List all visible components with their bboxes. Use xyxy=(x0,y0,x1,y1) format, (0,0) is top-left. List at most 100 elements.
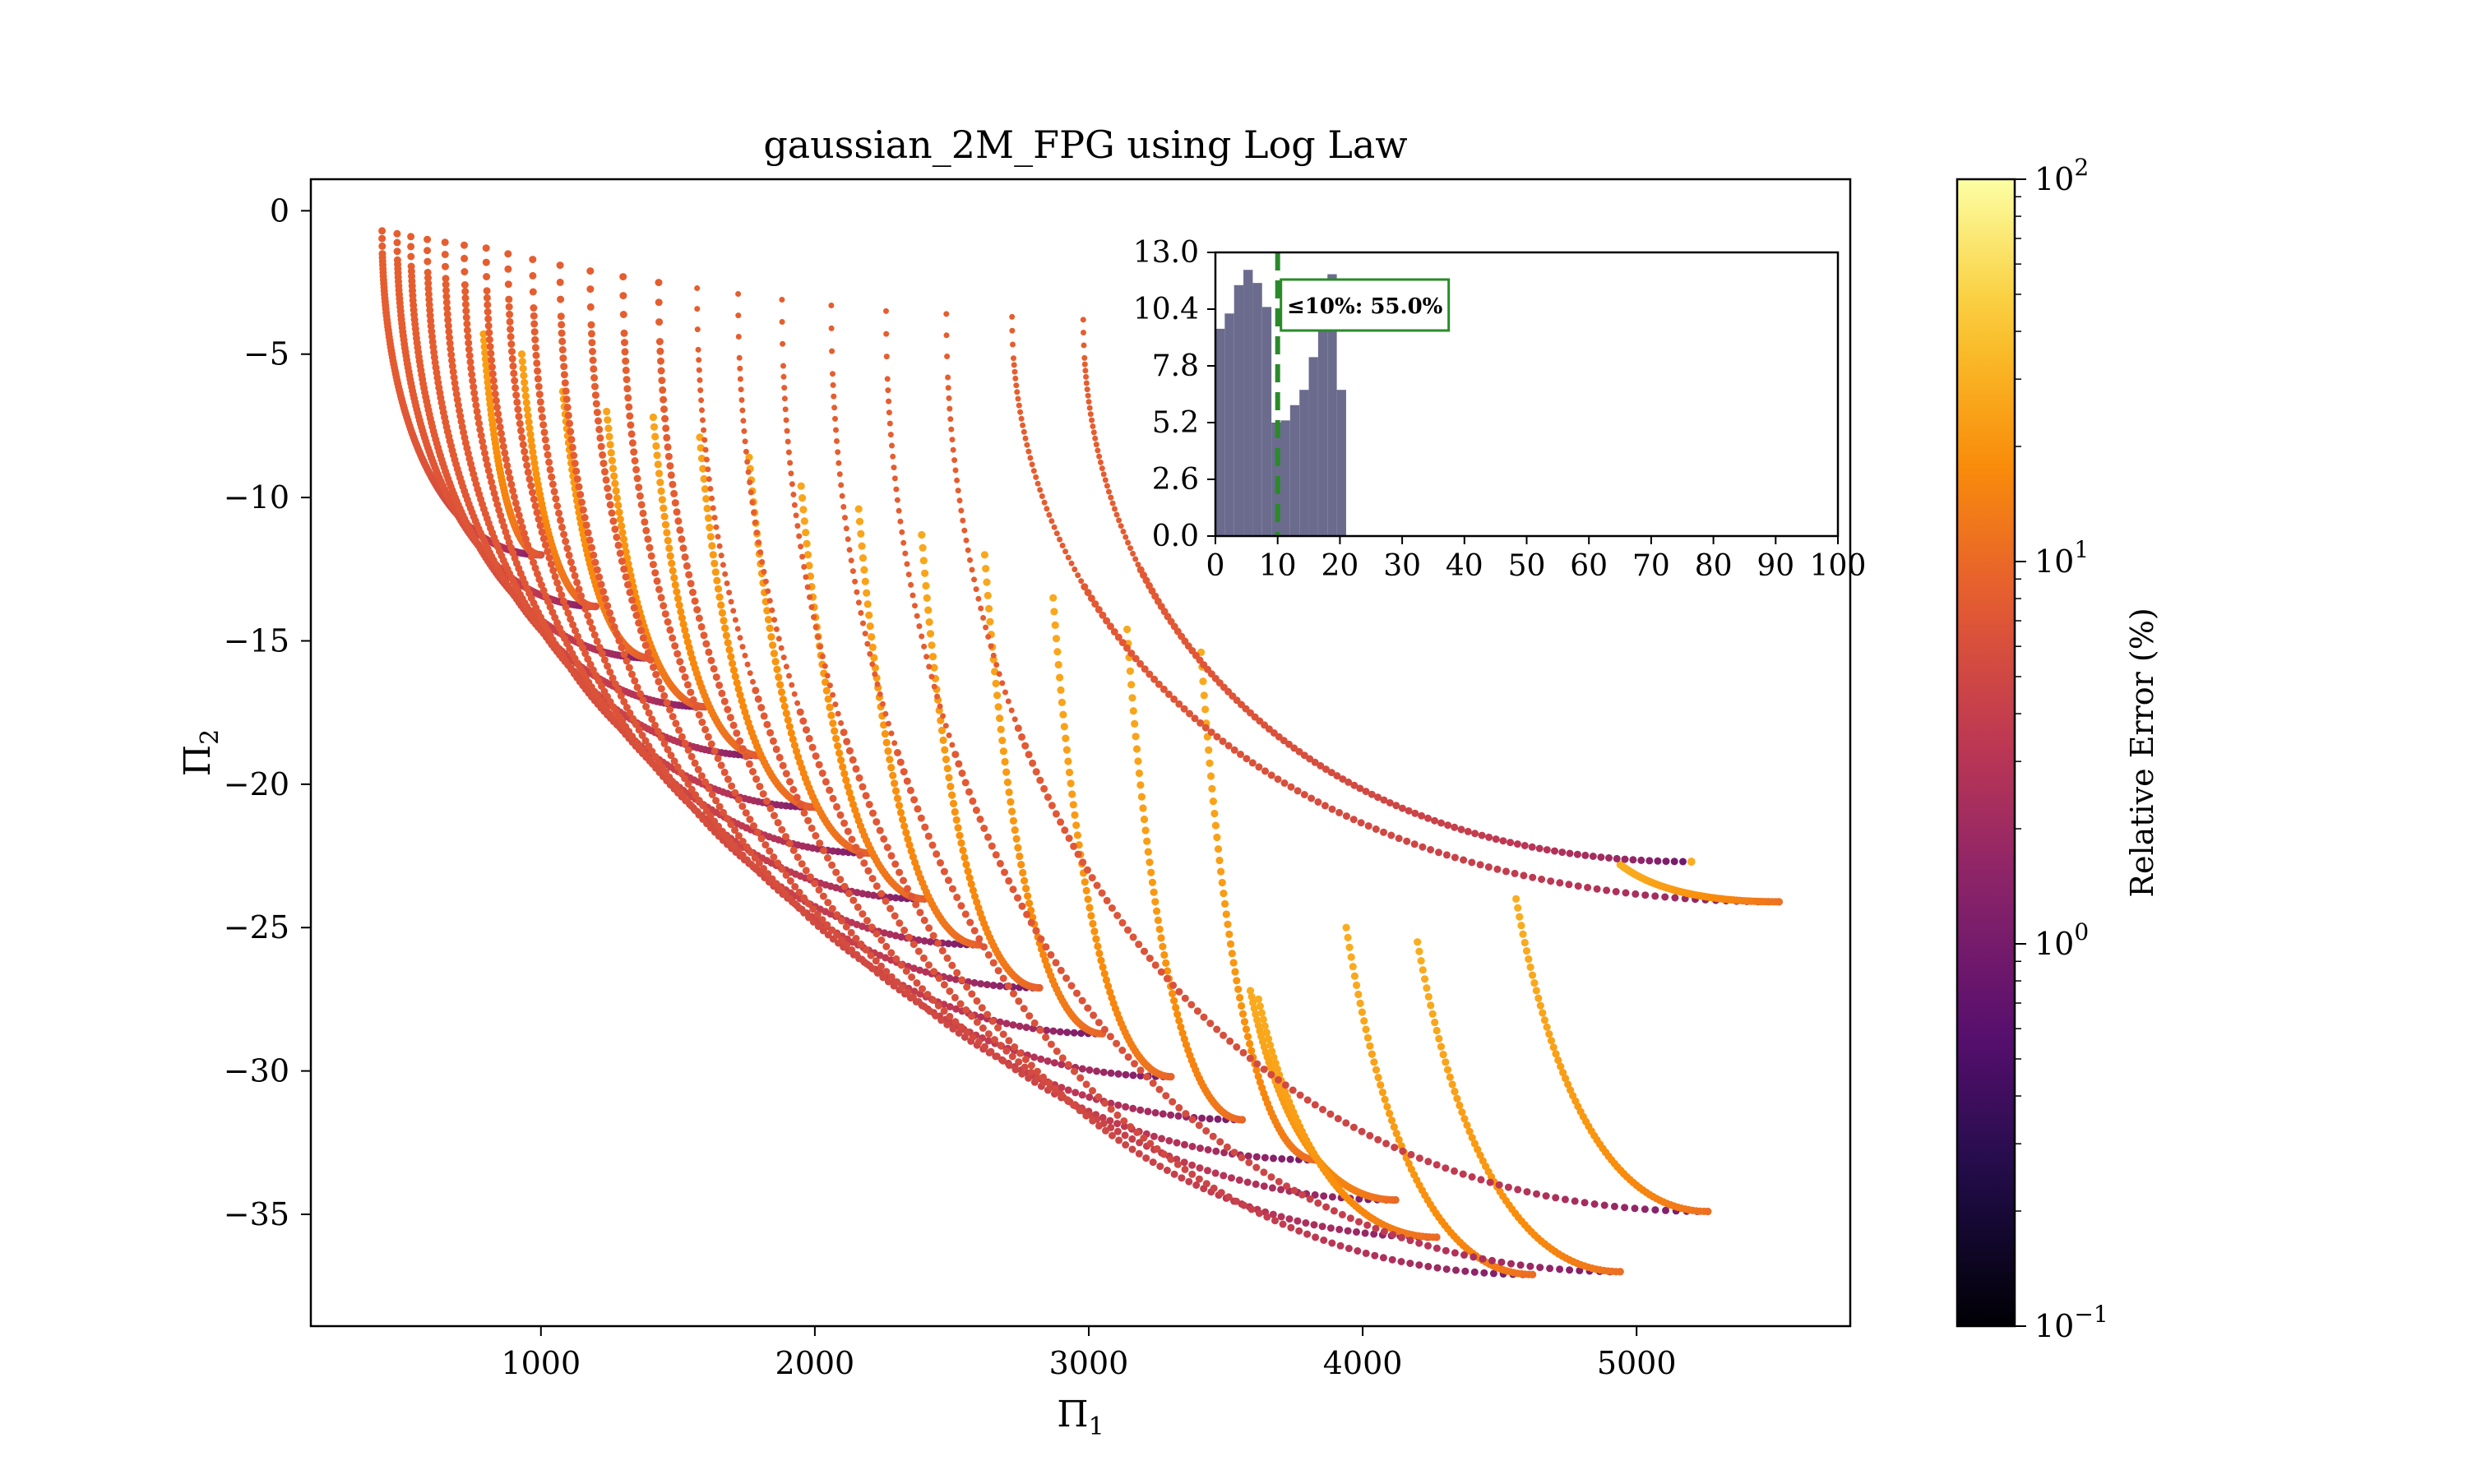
curve-point xyxy=(470,383,478,391)
curve-point xyxy=(604,602,612,610)
curve-point xyxy=(1003,778,1011,787)
curve-point xyxy=(928,641,936,650)
curve-point xyxy=(1009,327,1016,334)
curve-point xyxy=(1136,1066,1145,1075)
curve-point xyxy=(1186,710,1193,718)
curve-point xyxy=(1070,1101,1078,1109)
curve-point xyxy=(1215,856,1224,865)
curve-point xyxy=(704,514,713,522)
curve-point xyxy=(516,419,524,428)
curve-point xyxy=(755,859,763,867)
curve-point xyxy=(1603,886,1611,895)
curve-point xyxy=(859,554,868,562)
curve-point xyxy=(1154,916,1162,924)
curve-9 xyxy=(529,256,984,949)
curve-point xyxy=(1011,716,1018,723)
curve-point xyxy=(1019,868,1027,877)
curve-point xyxy=(1058,1054,1067,1062)
curve-point xyxy=(1078,1091,1086,1099)
curve-point xyxy=(819,892,827,900)
curve-point xyxy=(1428,1010,1437,1018)
curve-point xyxy=(891,779,899,788)
curve-point xyxy=(1155,680,1163,688)
curve-point xyxy=(1095,1121,1103,1130)
inset-y-tick-label: 5.2 xyxy=(1152,406,1199,440)
curve-point xyxy=(619,273,627,281)
inset-x-tick-label: 100 xyxy=(1810,549,1867,583)
curve-point xyxy=(683,632,691,640)
curve-point xyxy=(575,483,583,491)
curve-point xyxy=(1581,1199,1589,1207)
curve-point xyxy=(647,552,655,560)
curve-point xyxy=(1374,1074,1382,1082)
curve-point xyxy=(1242,1025,1251,1033)
curve-point xyxy=(752,687,760,695)
curve-point xyxy=(803,574,809,580)
curve-point xyxy=(902,550,909,557)
curve-point xyxy=(730,608,737,614)
curve-point xyxy=(877,890,886,898)
curve-point xyxy=(1379,1254,1387,1262)
curve-point xyxy=(378,242,386,250)
curve-point xyxy=(705,784,713,793)
curve-point xyxy=(566,419,573,428)
curve-point xyxy=(967,880,975,888)
curve-point xyxy=(1142,1154,1150,1163)
curve-point xyxy=(937,726,947,735)
curve-point xyxy=(1014,844,1022,852)
curve-point xyxy=(1327,769,1335,777)
curve-point xyxy=(822,678,830,687)
curve-point xyxy=(1167,1155,1175,1163)
curve-point xyxy=(548,473,556,481)
curve-point xyxy=(803,551,812,559)
curve-point xyxy=(831,727,839,735)
curve-point xyxy=(980,825,988,832)
curve-point xyxy=(623,657,631,665)
curve-point xyxy=(660,512,669,520)
curve-point xyxy=(1089,1116,1097,1125)
curve-point xyxy=(1053,530,1060,537)
curve-point xyxy=(977,1013,985,1021)
curve-point xyxy=(1243,1178,1252,1186)
curve-point xyxy=(1020,1005,1028,1013)
curve-point xyxy=(1030,1053,1039,1061)
curve-point xyxy=(1237,751,1244,758)
curve-point xyxy=(823,921,831,929)
histogram-bar xyxy=(1336,390,1346,536)
curve-point xyxy=(885,720,891,727)
curve-point xyxy=(1511,869,1519,877)
curve-point xyxy=(1175,700,1183,708)
curve-point xyxy=(1534,994,1543,1002)
curve-point xyxy=(612,487,620,495)
y-tick-label: −10 xyxy=(224,479,289,515)
curve-point xyxy=(712,673,720,682)
curve-point xyxy=(946,732,952,738)
curve-point xyxy=(1172,1003,1180,1012)
curve-point xyxy=(775,673,783,682)
curve-point xyxy=(761,841,770,849)
curve-point xyxy=(1213,833,1221,842)
curve-point xyxy=(804,899,812,908)
curve-point xyxy=(695,346,701,353)
curve-point xyxy=(1361,1229,1369,1237)
curve-point xyxy=(562,538,570,545)
curve-point xyxy=(1431,1018,1439,1027)
curve-point xyxy=(1277,1213,1285,1221)
curve-point xyxy=(739,702,748,710)
curve-point xyxy=(860,859,868,867)
curve-point xyxy=(887,973,896,981)
curve-point xyxy=(668,559,676,567)
curve-point xyxy=(481,355,490,363)
curve-point xyxy=(1573,850,1581,858)
curve-point xyxy=(1114,1101,1122,1109)
curve-point xyxy=(525,547,534,555)
curve-point xyxy=(947,783,955,791)
curve-point xyxy=(1457,825,1465,834)
curve-point xyxy=(488,483,497,492)
curve-point xyxy=(657,487,665,496)
curve-point xyxy=(843,941,851,950)
curve-point xyxy=(444,316,452,324)
curve-point xyxy=(1012,834,1021,843)
curve-point xyxy=(614,502,623,510)
curve-point xyxy=(1095,606,1103,613)
